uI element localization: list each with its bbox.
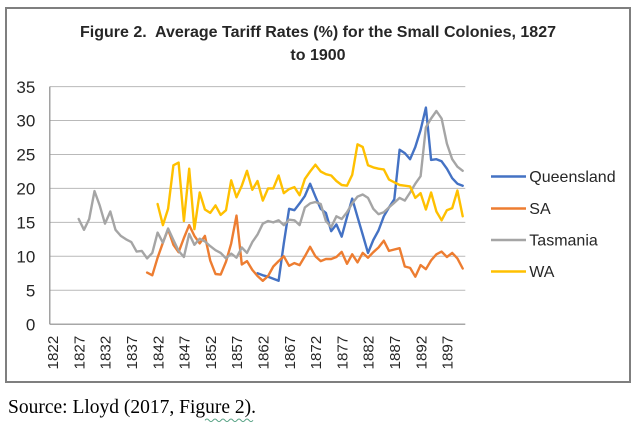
svg-text:1892: 1892 [413, 336, 430, 370]
svg-text:1857: 1857 [229, 336, 246, 370]
svg-text:30: 30 [16, 112, 35, 131]
svg-text:1847: 1847 [177, 336, 194, 370]
svg-text:1897: 1897 [440, 336, 457, 370]
svg-text:25: 25 [16, 146, 35, 165]
svg-text:10: 10 [16, 248, 35, 267]
svg-text:1852: 1852 [203, 336, 220, 370]
svg-text:SA: SA [529, 201, 551, 218]
svg-text:20: 20 [16, 180, 35, 199]
svg-text:1837: 1837 [124, 336, 141, 370]
svg-text:WA: WA [529, 264, 555, 281]
svg-text:1887: 1887 [387, 336, 404, 370]
svg-text:0: 0 [26, 315, 35, 334]
svg-text:Queensland: Queensland [529, 169, 615, 186]
svg-text:15: 15 [16, 214, 35, 233]
svg-text:1877: 1877 [334, 336, 351, 370]
svg-text:1842: 1842 [150, 336, 167, 370]
svg-text:35: 35 [16, 78, 35, 97]
svg-text:1882: 1882 [361, 336, 378, 370]
svg-text:1827: 1827 [71, 336, 88, 370]
svg-text:1867: 1867 [282, 336, 299, 370]
svg-text:1872: 1872 [308, 336, 325, 370]
svg-text:1822: 1822 [45, 336, 62, 370]
svg-text:1862: 1862 [256, 336, 273, 370]
svg-text:1832: 1832 [98, 336, 115, 370]
svg-text:Tasmania: Tasmania [529, 233, 598, 250]
svg-text:5: 5 [26, 282, 35, 301]
